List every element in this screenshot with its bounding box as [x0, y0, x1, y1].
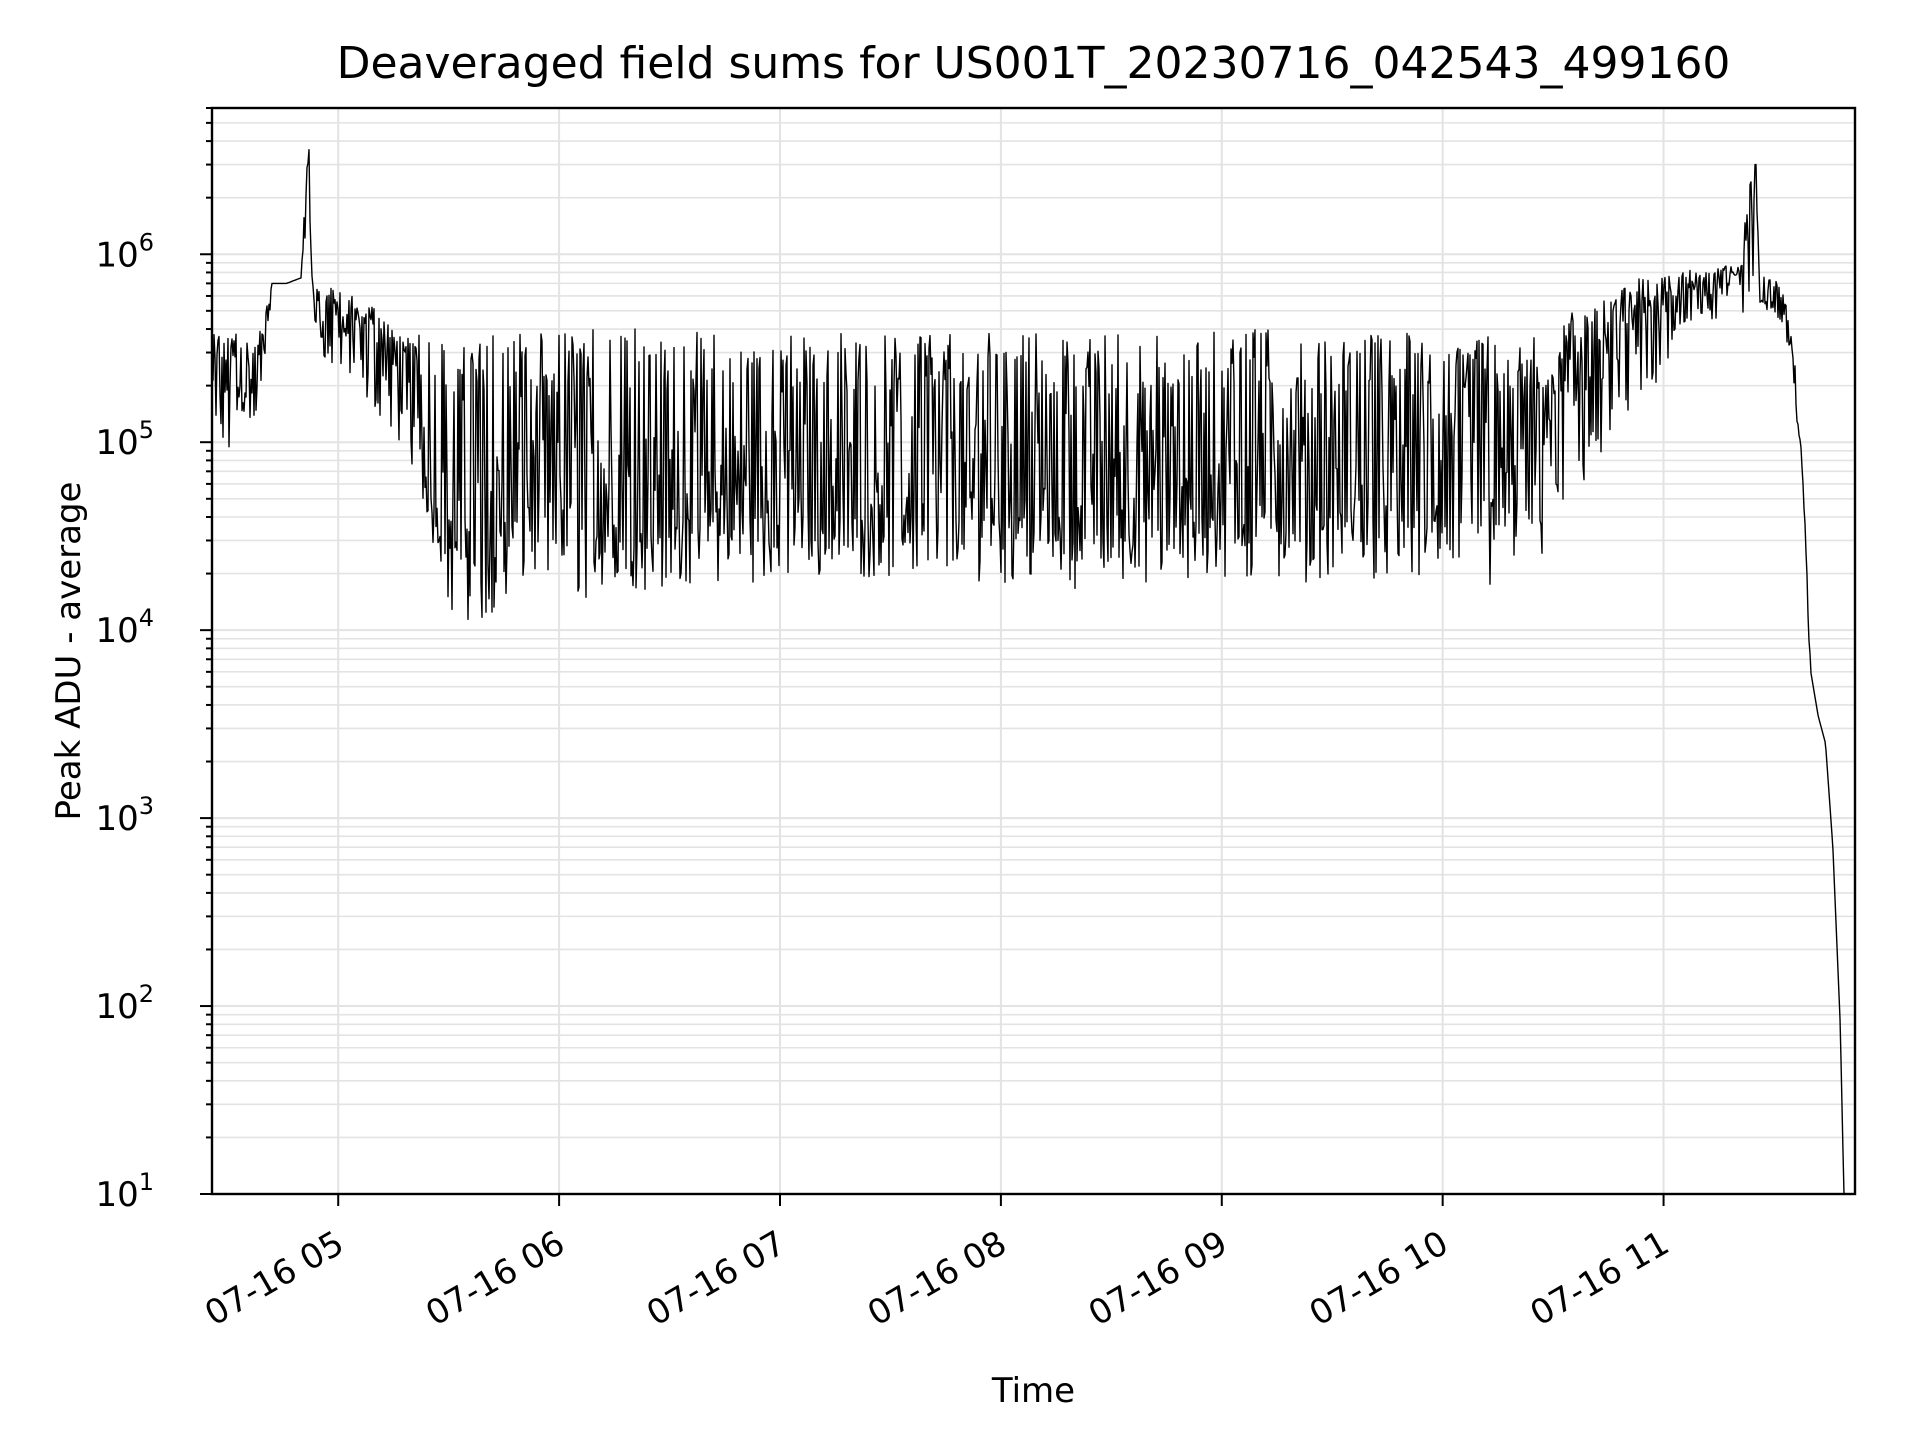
x-tick-label: 07-16 09 — [1082, 1223, 1234, 1334]
x-tick-label: 07-16 10 — [1303, 1223, 1455, 1334]
data-line — [212, 149, 1852, 1195]
x-tick-label: 07-16 05 — [198, 1223, 350, 1334]
y-tick-label: 101 — [95, 1168, 154, 1215]
y-tick-exponent: 4 — [139, 604, 154, 632]
y-tick-label: 106 — [95, 228, 154, 275]
x-tick-label: 07-16 08 — [861, 1223, 1013, 1334]
y-axis-label: Peak ADU - average — [49, 482, 89, 821]
grid — [212, 107, 1855, 1195]
y-tick-label: 105 — [95, 416, 154, 463]
x-axis-label: Time — [991, 1371, 1075, 1411]
x-tick-label: 07-16 06 — [419, 1223, 571, 1334]
y-tick-base: 10 — [95, 1175, 138, 1215]
y-tick-base: 10 — [95, 799, 138, 839]
y-tick-base: 10 — [95, 611, 138, 651]
plot-frame — [210, 106, 1857, 1196]
y-tick-exponent: 1 — [139, 1168, 154, 1196]
x-tick-label: 07-16 11 — [1524, 1223, 1676, 1334]
y-tick-exponent: 5 — [139, 416, 154, 444]
y-tick-base: 10 — [95, 423, 138, 463]
y-tick-label: 104 — [95, 604, 154, 651]
y-tick-exponent: 2 — [139, 980, 154, 1008]
y-tick-base: 10 — [95, 987, 138, 1027]
y-tick-exponent: 3 — [139, 792, 154, 820]
y-tick-label: 102 — [95, 980, 154, 1027]
x-tick-label: 07-16 07 — [640, 1223, 792, 1334]
y-tick-exponent: 6 — [139, 228, 154, 256]
y-tick-base: 10 — [95, 235, 138, 275]
y-tick-label: 103 — [95, 792, 154, 839]
chart-title: Deaveraged field sums for US001T_2023071… — [337, 38, 1731, 89]
data-series — [212, 149, 1852, 1195]
